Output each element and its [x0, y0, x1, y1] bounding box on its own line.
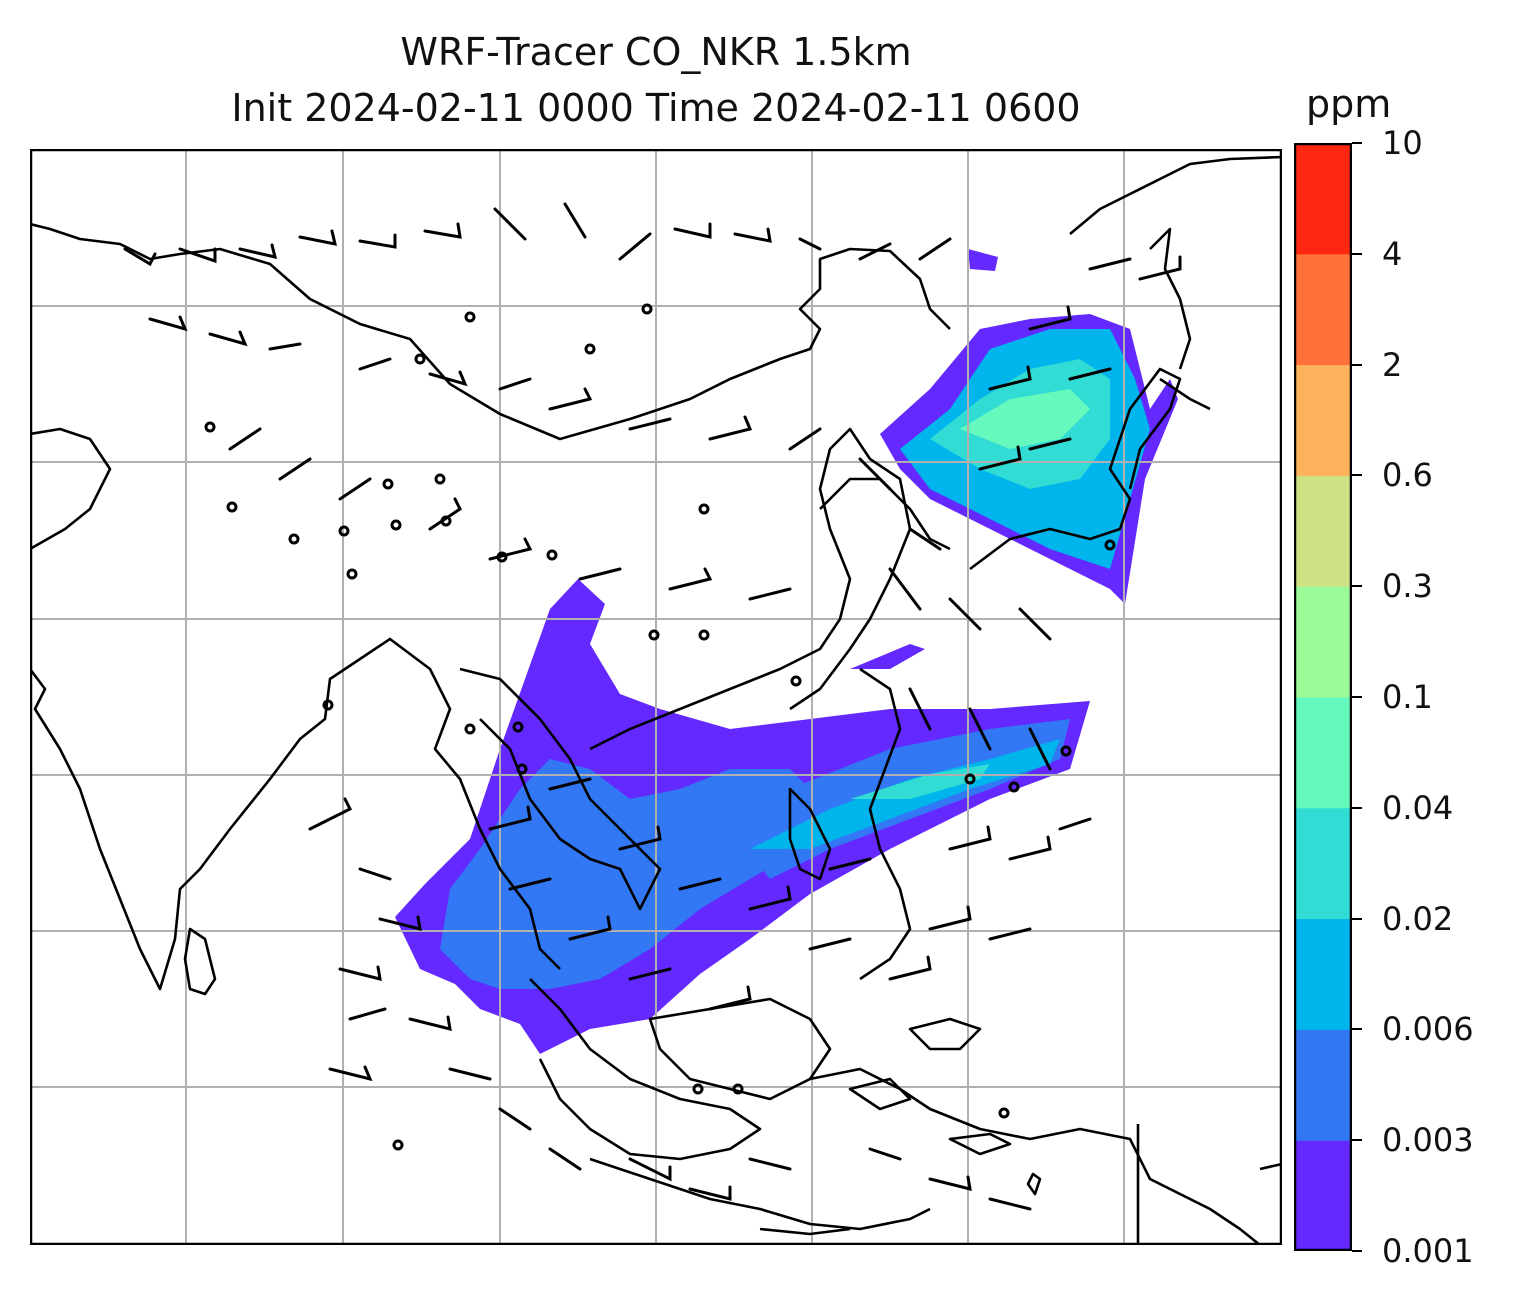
colorbar-tick: [1352, 806, 1362, 809]
colorbar-band: [1294, 1140, 1352, 1251]
colorbar-tick-label: 0.003: [1382, 1121, 1474, 1160]
colorbar-tick-label: 4: [1382, 234, 1403, 273]
colorbar-band: [1294, 918, 1352, 1030]
map-frame: [30, 149, 1282, 1245]
colorbar-band: [1294, 1029, 1352, 1141]
colorbar-tick: [1352, 252, 1362, 255]
colorbar-tick-label: 0.3: [1382, 567, 1433, 606]
colorbar-bands: [1294, 143, 1352, 1251]
tracer-field: [395, 249, 1178, 1054]
colorbar-tick-label: 0.6: [1382, 456, 1433, 495]
colorbar-tick-label: 0.001: [1382, 1232, 1474, 1270]
colorbar-tick: [1352, 917, 1362, 920]
colorbar-tick-label: 0.1: [1382, 678, 1433, 716]
colorbar-tick-label: 2: [1382, 345, 1403, 384]
colorbar-tick: [1352, 1028, 1362, 1031]
colorbar-tick-label: 0.02: [1382, 899, 1454, 938]
plume-north-fragment: [968, 249, 998, 271]
colorbar-band: [1294, 143, 1352, 255]
plume-small-patch: [850, 644, 925, 669]
colorbar-tick-label: 0.04: [1382, 788, 1454, 827]
colorbar: [1294, 143, 1352, 1251]
colorbar-band: [1294, 807, 1352, 920]
colorbar-tick: [1352, 363, 1362, 366]
colorbar-tick: [1352, 585, 1362, 588]
map-title: WRF-Tracer CO_NKR 1.5km: [400, 30, 912, 74]
colorbar-unit: ppm: [1306, 82, 1392, 126]
gridlines: [30, 149, 1282, 1245]
colorbar-band: [1294, 364, 1352, 476]
colorbar-band: [1294, 697, 1352, 809]
coastlines: [30, 155, 1282, 1245]
plume-east-arm-peak: [850, 764, 990, 799]
colorbar-tick-label: 0.006: [1382, 1010, 1474, 1049]
colorbar-band: [1294, 475, 1352, 587]
map-panel: [30, 149, 1282, 1245]
colorbar-tick: [1352, 696, 1362, 698]
colorbar-tick: [1352, 1139, 1362, 1142]
colorbar-band: [1294, 586, 1352, 698]
colorbar-tick-label: 10: [1382, 124, 1423, 162]
plume-northeast-asia-peak: [960, 389, 1090, 449]
colorbar-tick: [1352, 142, 1362, 144]
wind-barbs: [123, 202, 1182, 1211]
colorbar-band: [1294, 253, 1352, 366]
colorbar-tick: [1352, 1250, 1362, 1252]
colorbar-tick: [1352, 474, 1362, 477]
calm-wind-markers: [204, 303, 1116, 1151]
map-subtitle: Init 2024-02-11 0000 Time 2024-02-11 060…: [231, 86, 1081, 130]
